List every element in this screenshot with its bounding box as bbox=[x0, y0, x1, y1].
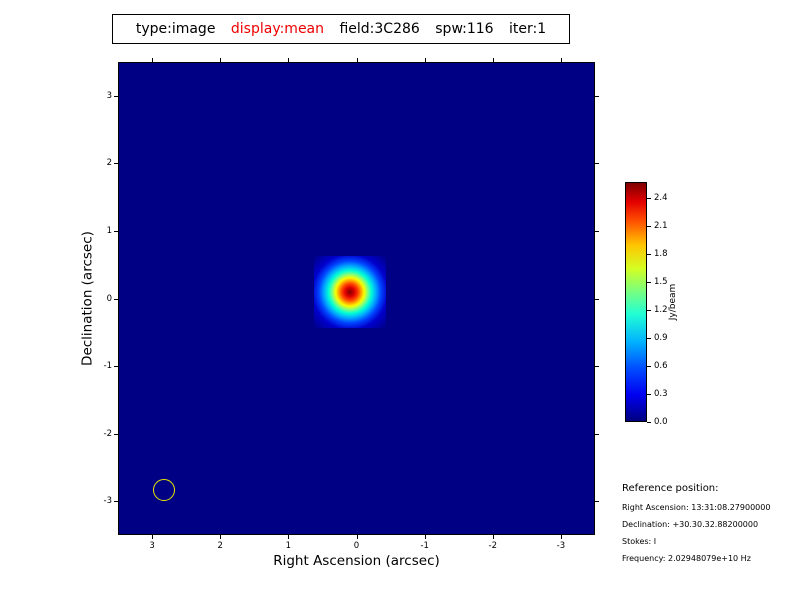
y-tick-mark bbox=[114, 163, 118, 165]
x-tick-label: 3 bbox=[149, 541, 155, 551]
title-iter: iter:1 bbox=[509, 21, 547, 37]
title-type: type:image bbox=[135, 21, 216, 37]
y-tick-mark bbox=[595, 298, 599, 300]
colorbar-tick-mark bbox=[647, 337, 651, 339]
x-tick-mark bbox=[356, 535, 358, 539]
x-tick-label: 2 bbox=[217, 541, 223, 551]
colorbar-unit-label: Jy/beam bbox=[668, 283, 678, 321]
colorbar-tick-mark bbox=[647, 365, 651, 367]
x-tick-mark bbox=[152, 535, 154, 539]
x-tick-label: -1 bbox=[420, 541, 429, 551]
x-tick-mark bbox=[356, 58, 358, 62]
colorbar-tick-mark bbox=[647, 225, 651, 227]
title-field: field:3C286 bbox=[339, 21, 420, 37]
colorbar-tick-label: 1.8 bbox=[654, 248, 668, 259]
x-tick-mark bbox=[424, 535, 426, 539]
y-tick-label: -1 bbox=[103, 361, 112, 372]
x-tick-label: -2 bbox=[488, 541, 498, 551]
x-tick-label: -3 bbox=[556, 541, 566, 551]
reference-right-ascension: Right Ascension: 13:31:08.27900000 bbox=[622, 503, 771, 512]
reference-position-block: Reference position: Right Ascension: 13:… bbox=[622, 483, 770, 571]
colorbar-tick-label: 0.9 bbox=[654, 332, 668, 343]
reference-declination: Declination: +30.30.32.88200000 bbox=[622, 520, 759, 529]
x-tick-mark bbox=[560, 58, 562, 62]
colorbar-tick-mark bbox=[647, 422, 651, 423]
y-tick-label: -3 bbox=[103, 496, 112, 507]
x-tick-mark bbox=[288, 535, 290, 539]
x-tick-mark bbox=[220, 535, 222, 539]
colorbar-tick-mark bbox=[647, 281, 651, 283]
y-tick-mark bbox=[114, 366, 118, 368]
y-tick-label: -2 bbox=[103, 428, 112, 439]
colorbar-tick-label: 2.4 bbox=[654, 192, 668, 203]
colorbar-tick-label: 2.1 bbox=[654, 220, 668, 231]
y-tick-mark bbox=[114, 298, 118, 300]
y-tick-label: 1 bbox=[106, 225, 112, 236]
colorbar-tick-mark bbox=[647, 309, 651, 311]
beam-ellipse-marker bbox=[153, 479, 175, 501]
colorbar-tick-mark bbox=[647, 253, 651, 255]
x-tick-mark bbox=[152, 58, 154, 62]
x-tick-mark bbox=[424, 58, 426, 62]
point-source-blob bbox=[314, 256, 386, 328]
colorbar-tick-mark bbox=[647, 197, 651, 199]
colorbar-tick-label: 1.2 bbox=[654, 304, 668, 315]
reference-heading: Reference position: bbox=[622, 483, 719, 494]
x-tick-mark bbox=[492, 58, 494, 62]
y-tick-mark bbox=[595, 230, 599, 232]
colorbar-tick-label: 1.5 bbox=[654, 276, 668, 287]
colorbar-tick-label: 0.6 bbox=[654, 360, 668, 371]
y-tick-label: 3 bbox=[106, 90, 112, 101]
title-display-mode: display:mean bbox=[230, 21, 325, 37]
colorbar bbox=[625, 182, 647, 422]
y-tick-label: 2 bbox=[106, 158, 112, 169]
x-tick-label: 0 bbox=[353, 541, 360, 551]
colorbar-tick-label: 0.3 bbox=[654, 388, 668, 399]
colorbar-tick-mark bbox=[647, 393, 651, 395]
x-tick-label: 1 bbox=[285, 541, 292, 551]
title-spw: spw:116 bbox=[435, 21, 494, 37]
x-tick-mark bbox=[560, 535, 562, 539]
y-tick-mark bbox=[595, 366, 599, 368]
y-tick-mark bbox=[595, 163, 599, 165]
y-tick-mark bbox=[114, 95, 118, 97]
y-tick-mark bbox=[114, 433, 118, 435]
title-box: type:image display:mean field:3C286 spw:… bbox=[112, 14, 570, 44]
y-tick-mark bbox=[595, 433, 599, 435]
reference-frequency: Frequency: 2.02948079e+10 Hz bbox=[622, 554, 751, 563]
x-tick-mark bbox=[220, 58, 222, 62]
x-axis-label: Right Ascension (arcsec) bbox=[273, 553, 440, 569]
y-tick-mark bbox=[595, 501, 599, 503]
image-plot-canvas bbox=[118, 62, 595, 535]
x-tick-mark bbox=[288, 58, 290, 62]
y-tick-label: 0 bbox=[106, 293, 112, 304]
y-tick-mark bbox=[114, 501, 118, 503]
x-tick-mark bbox=[492, 535, 494, 539]
y-tick-mark bbox=[595, 95, 599, 97]
y-tick-mark bbox=[114, 230, 118, 232]
reference-stokes: Stokes: I bbox=[622, 537, 657, 546]
colorbar-tick-label: 0.0 bbox=[654, 417, 668, 427]
